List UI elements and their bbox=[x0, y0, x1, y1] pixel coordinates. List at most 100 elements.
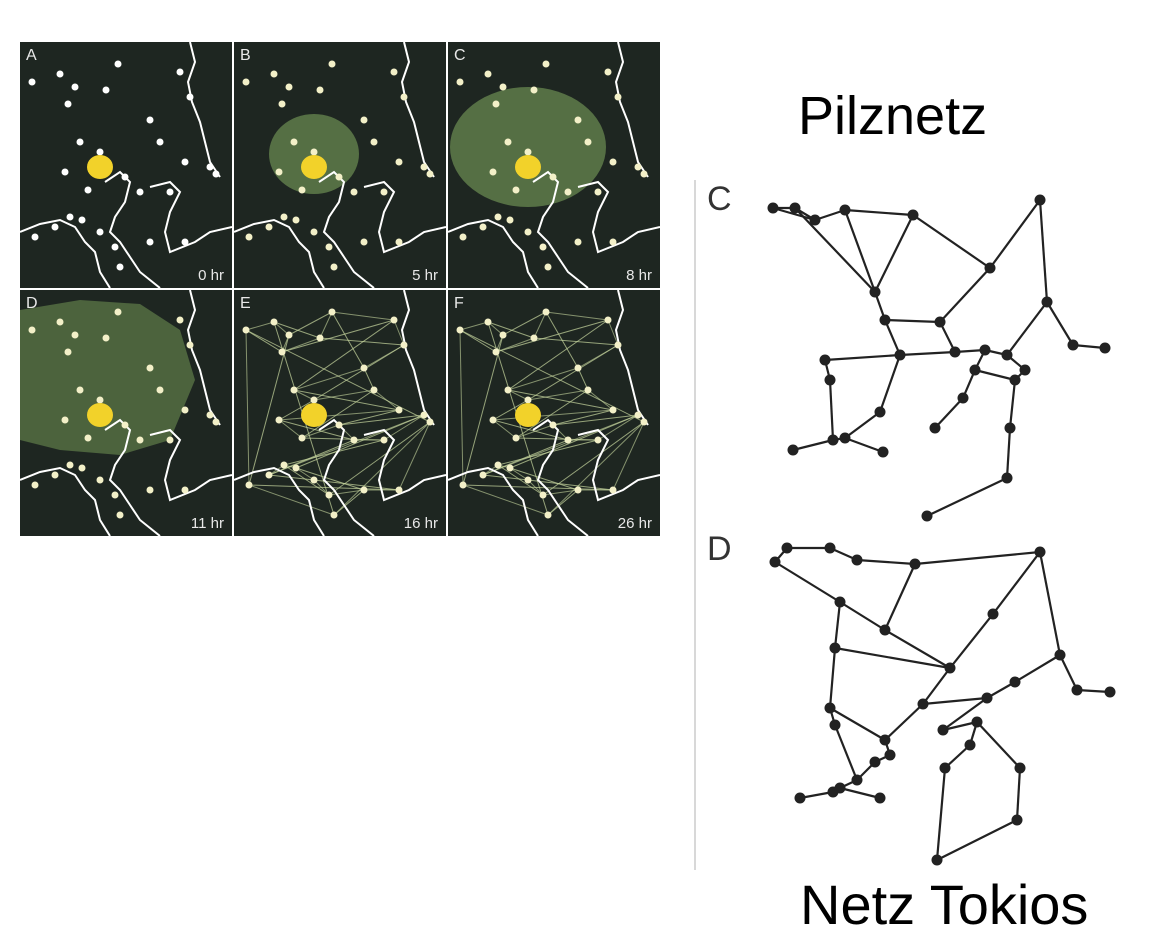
food-node bbox=[335, 173, 343, 181]
graph-c-label: C bbox=[707, 180, 732, 218]
graph-edge bbox=[1038, 551, 1062, 656]
food-node bbox=[524, 396, 532, 404]
graph-d-svg bbox=[769, 542, 1116, 866]
mold-tube bbox=[492, 419, 517, 439]
graph-edge bbox=[833, 601, 842, 649]
graph-node bbox=[1011, 814, 1023, 826]
graph-node bbox=[1019, 364, 1031, 376]
graph-edge bbox=[884, 318, 941, 324]
mold-tube bbox=[552, 409, 614, 426]
food-node bbox=[280, 213, 288, 221]
graph-edge bbox=[1038, 199, 1049, 303]
food-node bbox=[270, 70, 278, 78]
graph-edge bbox=[1008, 379, 1017, 429]
mold-tube bbox=[273, 321, 321, 339]
central-oat-blob bbox=[87, 155, 113, 179]
food-node bbox=[604, 316, 612, 324]
mold-tube bbox=[459, 321, 489, 331]
panel-letter: E bbox=[240, 295, 251, 312]
food-node bbox=[212, 170, 220, 178]
graph-node bbox=[781, 542, 793, 554]
mold-tube bbox=[497, 464, 544, 496]
mold-tube bbox=[462, 484, 549, 516]
graph-node bbox=[917, 698, 929, 710]
mold-tube bbox=[507, 389, 529, 401]
mold-tube bbox=[293, 389, 400, 411]
graph-node bbox=[1099, 342, 1111, 354]
food-node bbox=[350, 436, 358, 444]
mold-tube bbox=[509, 467, 529, 481]
mold-tube bbox=[459, 329, 497, 353]
food-node bbox=[584, 138, 592, 146]
food-node bbox=[380, 188, 388, 196]
food-node bbox=[146, 238, 154, 246]
food-node bbox=[499, 83, 507, 91]
mold-tube bbox=[338, 414, 425, 426]
mold-tube bbox=[542, 421, 645, 496]
food-node bbox=[212, 418, 220, 426]
food-node bbox=[489, 416, 497, 424]
graph-node bbox=[964, 739, 976, 751]
graph-node bbox=[1001, 472, 1013, 484]
mold-tube bbox=[507, 319, 609, 391]
food-node bbox=[420, 411, 428, 419]
graph-edge bbox=[914, 550, 1041, 566]
food-node bbox=[574, 364, 582, 372]
graph-edge bbox=[944, 744, 971, 769]
graph-node bbox=[894, 349, 906, 361]
mold-tube bbox=[338, 409, 400, 426]
food-node bbox=[395, 238, 403, 246]
food-node bbox=[96, 228, 104, 236]
graph-node bbox=[851, 774, 863, 786]
mold-tube bbox=[462, 334, 504, 486]
coastline bbox=[448, 42, 660, 288]
food-node bbox=[66, 213, 74, 221]
graph-edge bbox=[834, 646, 951, 670]
food-node bbox=[499, 331, 507, 339]
graph-node bbox=[834, 596, 846, 608]
food-node bbox=[116, 263, 124, 271]
food-node bbox=[71, 83, 79, 91]
graph-node bbox=[987, 608, 999, 620]
graph-edge bbox=[1006, 301, 1048, 356]
food-node bbox=[298, 434, 306, 442]
food-node bbox=[604, 68, 612, 76]
graph-node bbox=[809, 214, 821, 226]
graph-edge bbox=[912, 214, 991, 269]
food-node bbox=[390, 316, 398, 324]
graph-node bbox=[907, 209, 919, 221]
graph-node bbox=[937, 724, 949, 736]
coastline bbox=[20, 42, 232, 288]
food-node bbox=[290, 138, 298, 146]
panel-f: F 26 hr bbox=[448, 290, 660, 536]
food-node bbox=[310, 396, 318, 404]
food-node bbox=[479, 223, 487, 231]
food-node bbox=[146, 486, 154, 494]
mold-tube bbox=[533, 337, 619, 346]
food-node bbox=[360, 116, 368, 124]
mold-tube bbox=[577, 367, 589, 391]
graph-node bbox=[794, 792, 806, 804]
graph-node bbox=[1014, 762, 1026, 774]
panel-time: 16 hr bbox=[403, 515, 438, 532]
food-node bbox=[492, 100, 500, 108]
food-node bbox=[479, 471, 487, 479]
graph-edge bbox=[883, 319, 902, 356]
mold-tube bbox=[295, 467, 365, 491]
graph-node bbox=[1054, 649, 1066, 661]
mold-growth bbox=[20, 300, 195, 455]
mold-tube bbox=[487, 321, 535, 339]
food-node bbox=[245, 233, 253, 241]
mold-growth bbox=[450, 87, 606, 207]
mold-tube bbox=[462, 484, 614, 491]
food-node bbox=[102, 86, 110, 94]
graph-node bbox=[787, 444, 799, 456]
food-node bbox=[530, 334, 538, 342]
food-node bbox=[28, 326, 36, 334]
bottom-caption: Netz Tokios bbox=[800, 873, 1089, 936]
panel-letter: F bbox=[454, 295, 464, 312]
food-node bbox=[400, 341, 408, 349]
food-node bbox=[335, 421, 343, 429]
graph-c-svg bbox=[767, 194, 1111, 522]
food-node bbox=[330, 511, 338, 519]
